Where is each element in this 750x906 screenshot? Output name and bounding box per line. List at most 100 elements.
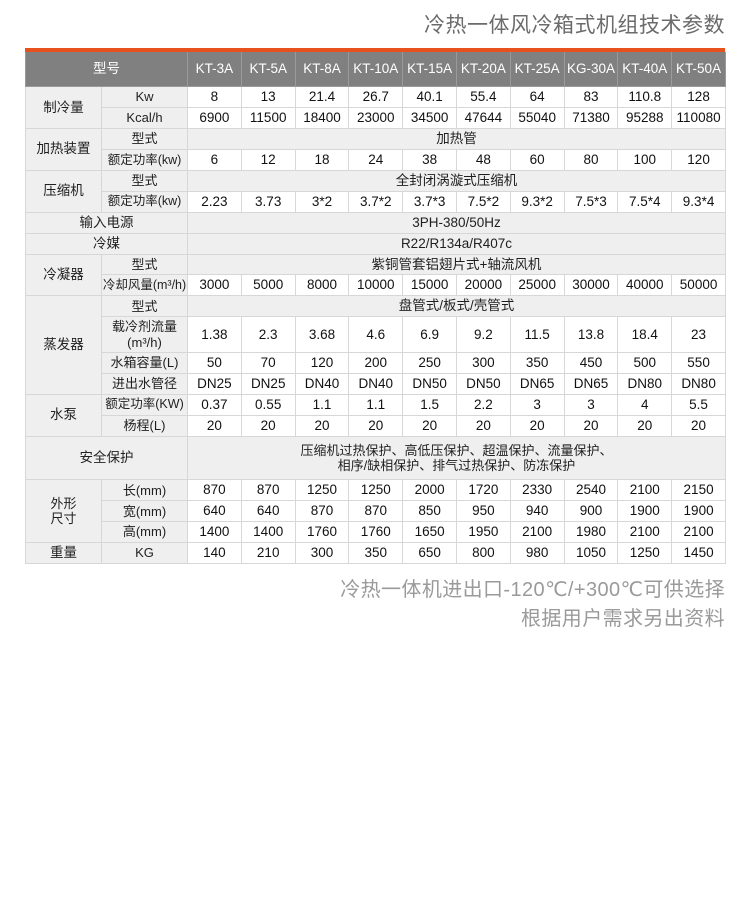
cell-dim-length-6: 2330 [509, 479, 565, 502]
cell-compressor-power-7: 7.5*3 [563, 190, 619, 213]
row-label-dim-length: 长(mm) [101, 479, 188, 502]
cell-pump-head-1: 20 [240, 414, 296, 437]
model-header-3: KT-10A [348, 52, 404, 88]
cell-pump-head-8: 20 [617, 414, 673, 437]
row-label-pipe-diameter: 进出水管径 [101, 372, 188, 395]
cell-dim-height-4: 1650 [402, 521, 457, 544]
cell-pump-head-7: 20 [563, 414, 619, 437]
table-row: 压缩机 型式 全封闭涡漩式压缩机 [25, 169, 726, 213]
cell-tank-capacity-9: 550 [671, 351, 726, 374]
table-row: 加热装置 型式 加热管 [25, 128, 726, 171]
cell-cooling-kw-4: 40.1 [402, 86, 457, 109]
cell-dim-width-3: 870 [348, 500, 404, 523]
cell-tank-capacity-7: 450 [563, 351, 619, 374]
cell-cooling-kw-1: 13 [240, 86, 296, 109]
cell-heating-type-value: 加热管 [187, 128, 726, 150]
cell-dim-length-3: 1250 [348, 479, 404, 502]
cell-tank-capacity-3: 200 [348, 351, 404, 374]
cell-dim-length-7: 2540 [563, 479, 619, 502]
cell-dim-length-1: 870 [240, 479, 296, 502]
model-header-8: KT-40A [617, 52, 673, 88]
table-row: 输入电源 3PH-380/50Hz [25, 211, 726, 234]
row-label-condenser-air: 冷却风量(m³/h) [101, 274, 188, 297]
cell-pipe-diameter-2: DN40 [294, 372, 350, 395]
cell-dim-width-1: 640 [240, 500, 296, 523]
cell-pipe-diameter-9: DN80 [671, 372, 726, 395]
table-row: 冷媒 R22/R134a/R407c [25, 232, 726, 255]
table-row: 冷却风量(m³/h) 3000 5000 8000 10000 15000 20… [26, 274, 726, 297]
cell-pump-power-7: 3 [563, 393, 619, 416]
cell-cooling-kw-3: 26.7 [348, 86, 404, 109]
cell-cooling-kw-8: 110.8 [617, 86, 673, 109]
cell-coolant-flow-8: 18.4 [617, 316, 673, 353]
footer-note: 冷热一体机进出口-120℃/+300℃可供选择 根据用户需求另出资料 [340, 579, 725, 631]
table-row: 冷凝器 型式 紫铜管套铝翅片式+轴流风机 [25, 253, 726, 297]
cell-weight-3: 350 [348, 542, 404, 565]
cell-cooling-kcal-3: 23000 [348, 107, 404, 130]
cell-tank-capacity-1: 70 [240, 351, 296, 374]
cell-pump-power-5: 2.2 [455, 393, 511, 416]
cell-pipe-diameter-7: DN65 [563, 372, 619, 395]
cell-cooling-kw-5: 55.4 [455, 86, 511, 109]
cell-dim-width-2: 870 [294, 500, 350, 523]
cell-weight-9: 1450 [671, 542, 726, 565]
row-label-compressor-power: 额定功率(kw) [101, 190, 188, 213]
cell-pump-power-9: 5.5 [671, 393, 726, 416]
cell-weight-1: 210 [240, 542, 296, 565]
cell-dim-width-8: 1900 [617, 500, 673, 523]
table-row: 额定功率(kw) 2.23 3.73 3*2 3.7*2 3.7*3 7.5*2… [26, 190, 726, 213]
cell-pipe-diameter-4: DN50 [402, 372, 457, 395]
cell-condenser-air-4: 15000 [402, 274, 457, 297]
cell-dim-height-7: 1980 [563, 521, 619, 544]
cell-pump-head-0: 20 [187, 414, 242, 437]
cell-condenser-air-6: 25000 [509, 274, 565, 297]
cell-dim-height-5: 1950 [455, 521, 511, 544]
table-row: 水箱容量(L) 50 70 120 200 250 300 350 450 50… [26, 351, 726, 374]
cell-pump-power-2: 1.1 [294, 393, 350, 416]
table-row: 额定功率(kw) 6 12 18 24 38 48 60 80 100 120 [26, 148, 726, 171]
model-header-6: KT-25A [509, 52, 565, 88]
cell-weight-4: 650 [402, 542, 457, 565]
cell-pipe-diameter-0: DN25 [187, 372, 242, 395]
cell-dim-width-0: 640 [187, 500, 242, 523]
cell-pump-head-3: 20 [348, 414, 404, 437]
row-label-coolant-flow: 载冷剂流量 (m³/h) [101, 316, 188, 353]
cell-dim-length-4: 2000 [402, 479, 457, 502]
table-row: 蒸发器 型式 盘管式/板式/壳管式 [25, 295, 726, 395]
cell-pipe-diameter-6: DN65 [509, 372, 565, 395]
cell-coolant-flow-7: 13.8 [563, 316, 619, 353]
model-header-cell: 型号 [25, 52, 188, 88]
cell-power-supply-value: 3PH-380/50Hz [187, 211, 726, 234]
cell-cooling-kcal-2: 18400 [294, 107, 350, 130]
cell-pump-head-9: 20 [671, 414, 726, 437]
cell-pump-power-3: 1.1 [348, 393, 404, 416]
cell-heating-power-0: 6 [187, 148, 242, 171]
model-header-5: KT-20A [455, 52, 511, 88]
cell-pipe-diameter-3: DN40 [348, 372, 404, 395]
cell-tank-capacity-8: 500 [617, 351, 673, 374]
row-label-weight-kg: KG [101, 542, 188, 565]
table-row: 重量 KG 140 210 300 350 650 800 980 1050 1… [25, 542, 726, 565]
cell-weight-2: 300 [294, 542, 350, 565]
table-row: 外形 尺寸 长(mm) 870 870 1250 1250 2000 1720 … [25, 479, 726, 544]
spec-table-container: 型号 KT-3A KT-5A KT-8A KT-10A KT-15A KT-20… [25, 48, 726, 565]
cell-compressor-power-2: 3*2 [294, 190, 350, 213]
cell-tank-capacity-5: 300 [455, 351, 511, 374]
cell-compressor-power-8: 7.5*4 [617, 190, 673, 213]
row-label-condenser-type: 型式 [101, 253, 188, 276]
cell-dim-length-0: 870 [187, 479, 242, 502]
cell-pipe-diameter-1: DN25 [240, 372, 296, 395]
cell-compressor-power-5: 7.5*2 [455, 190, 511, 213]
cell-pump-power-0: 0.37 [187, 393, 242, 416]
group-label-cooling: 制冷量 [25, 86, 102, 130]
cell-coolant-flow-5: 9.2 [455, 316, 511, 353]
row-label-dim-height: 高(mm) [101, 521, 188, 544]
cell-weight-7: 1050 [563, 542, 619, 565]
page-title: 冷热一体风冷箱式机组技术参数 [424, 14, 725, 37]
row-label-dim-width: 宽(mm) [101, 500, 188, 523]
group-label-compressor: 压缩机 [25, 169, 102, 213]
cell-cooling-kcal-0: 6900 [187, 107, 242, 130]
table-row: 杨程(L) 20 20 20 20 20 20 20 20 20 20 [26, 414, 726, 437]
cell-pump-power-4: 1.5 [402, 393, 457, 416]
